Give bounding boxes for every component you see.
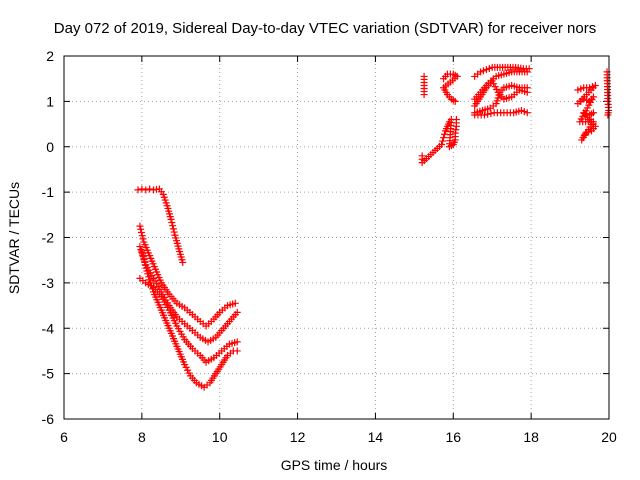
- x-tick-label: 20: [601, 429, 617, 445]
- data-point: [169, 225, 177, 233]
- data-point: [136, 243, 144, 251]
- data-point: [138, 185, 146, 193]
- y-tick-label: -6: [42, 411, 55, 427]
- data-point: [440, 134, 448, 142]
- series-arc-j: [471, 77, 531, 110]
- x-axis-label: GPS time / hours: [281, 457, 388, 473]
- y-tick-label: 1: [46, 93, 54, 109]
- data-point: [142, 186, 150, 194]
- series-arc-m: [574, 81, 599, 144]
- data-point: [167, 215, 175, 223]
- series-arc-e: [138, 247, 241, 391]
- x-tick-label: 18: [523, 429, 539, 445]
- series-arc-f: [418, 72, 460, 167]
- plot-frame: [63, 55, 610, 420]
- series-arc-b: [136, 222, 239, 330]
- data-point: [134, 186, 142, 194]
- data-point: [139, 235, 147, 243]
- data-point: [487, 109, 495, 117]
- x-tick-labels: 6 8 10 12 14 16 18 20: [60, 429, 617, 445]
- data-point: [147, 279, 155, 287]
- y-tick-label: 0: [46, 139, 54, 155]
- data-point: [420, 91, 428, 99]
- data-point: [451, 97, 459, 105]
- series-arc-g: [440, 70, 461, 105]
- x-tick-label: 14: [368, 429, 384, 445]
- series-arc-a: [134, 185, 187, 266]
- x-tick-label: 8: [138, 429, 146, 445]
- y-tick-label: -3: [42, 275, 55, 291]
- data-point: [137, 225, 145, 233]
- data-point: [146, 276, 154, 284]
- data-point: [148, 282, 156, 290]
- data-point: [604, 111, 612, 119]
- data-point: [136, 222, 144, 230]
- data-point: [480, 111, 488, 119]
- series-arc-l: [471, 106, 531, 119]
- data-point: [138, 232, 146, 240]
- y-tick-labels: -6 -5 -4 -3 -2 -1 0 1 2: [42, 48, 55, 427]
- data-point: [452, 116, 460, 124]
- data-point: [137, 246, 145, 254]
- data-point: [169, 222, 177, 230]
- data-point: [146, 185, 154, 193]
- data-point: [438, 140, 446, 148]
- y-tick-label: -4: [42, 320, 55, 336]
- data-point: [233, 308, 241, 316]
- data-point: [170, 228, 178, 236]
- data-point: [589, 109, 597, 117]
- data-point: [523, 68, 531, 76]
- x-tick-label: 10: [212, 429, 228, 445]
- data-point: [179, 258, 187, 266]
- y-tick-label: -5: [42, 366, 55, 382]
- y-axis-label: SDTVAR / TECUs: [6, 182, 22, 294]
- data-point: [439, 137, 447, 145]
- y-tick-label: 2: [46, 48, 54, 64]
- y-tick-label: -1: [42, 184, 55, 200]
- grid: [64, 56, 609, 419]
- data-point: [145, 273, 153, 281]
- x-tick-label: 16: [445, 429, 461, 445]
- x-tick-label: 6: [60, 429, 68, 445]
- data-point: [144, 270, 152, 278]
- data-point: [149, 285, 157, 293]
- data-point: [231, 299, 239, 307]
- series-arc-n: [603, 68, 613, 119]
- data-point: [484, 110, 492, 118]
- data-point: [233, 338, 241, 346]
- series-arc-d: [136, 274, 241, 366]
- data-point: [523, 109, 531, 117]
- data-point: [523, 84, 531, 92]
- series-arc-h: [471, 63, 533, 80]
- x-tick-label: 12: [290, 429, 306, 445]
- y-tick-label: -2: [42, 230, 55, 246]
- data-point: [233, 347, 241, 355]
- data-point: [168, 219, 176, 227]
- data-points: [134, 63, 613, 391]
- data-point: [137, 229, 145, 237]
- chart-title: Day 072 of 2019, Sidereal Day-to-day VTE…: [54, 20, 596, 37]
